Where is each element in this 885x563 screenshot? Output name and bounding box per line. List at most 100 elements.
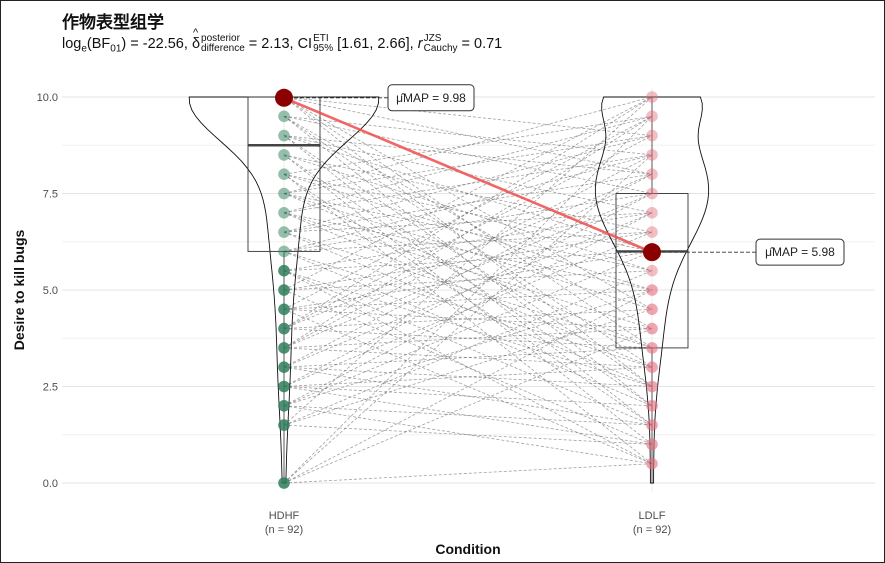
- data-point: [646, 361, 658, 374]
- y-tick-label: 2.5: [43, 382, 58, 394]
- data-point: [646, 438, 658, 451]
- paired-line: [283, 173, 653, 233]
- data-point: [646, 342, 658, 354]
- x-axis-title: Condition: [435, 541, 500, 557]
- y-tick-label: 7.5: [43, 189, 58, 201]
- paired-line: [283, 270, 653, 387]
- mean-point: [643, 243, 661, 262]
- paired-line: [283, 405, 653, 426]
- label-layer: μ̂MAP = 9.98 μ̂MAP = 5.98: [294, 84, 845, 266]
- ci-value: [1.61, 2.66],: [333, 35, 418, 52]
- paired-line: [283, 115, 653, 407]
- paired-line: [283, 154, 653, 233]
- x-tick-label: LDLF: [639, 510, 666, 522]
- delta-sub: difference: [201, 43, 245, 54]
- r-sub: Cauchy: [423, 43, 458, 54]
- data-point: [278, 419, 290, 431]
- data-point: [278, 477, 290, 489]
- data-point: [646, 168, 658, 180]
- data-point: [278, 342, 290, 354]
- paired-line: [283, 193, 653, 272]
- bf-sub-e: e: [81, 43, 87, 55]
- map-label-box: [387, 84, 475, 112]
- data-point: [646, 207, 658, 219]
- paired-line: [283, 115, 653, 194]
- data-point: [646, 110, 658, 123]
- data-point: [278, 245, 290, 258]
- paired-line: [283, 270, 653, 291]
- ci-sub: 95%: [313, 43, 334, 54]
- paired-line: [283, 173, 653, 329]
- paired-line: [283, 96, 653, 387]
- paired-line: [283, 270, 653, 426]
- paired-line: [283, 328, 653, 484]
- bf-prefix: log: [62, 35, 82, 52]
- delta-sup: posterior: [201, 33, 240, 44]
- delta-value: = 2.13, CI: [244, 35, 313, 52]
- data-point: [646, 187, 658, 200]
- x-tick-count-label: (n = 92): [633, 524, 671, 536]
- data-point: [278, 207, 290, 219]
- paired-line: [283, 231, 653, 252]
- data-point: [646, 322, 658, 335]
- paired-line: [283, 96, 653, 136]
- data-point: [278, 226, 290, 238]
- bf-value: ) = -22.56,: [121, 35, 192, 52]
- y-tick-label: 0.0: [43, 478, 58, 490]
- paired-line: [283, 308, 653, 465]
- paired-line: [283, 289, 653, 407]
- paired-line: [283, 115, 653, 175]
- x-tick-count-label: (n = 92): [265, 524, 303, 536]
- data-point: [278, 400, 290, 412]
- paired-line: [283, 289, 653, 310]
- paired-line: [283, 231, 653, 387]
- paired-line: [283, 116, 653, 484]
- data-point: [278, 264, 290, 277]
- paired-line: [283, 212, 653, 368]
- data-point: [646, 457, 658, 470]
- paired-line: [283, 212, 653, 291]
- ci-sup: ETI: [313, 33, 329, 44]
- paired-line: [283, 386, 653, 445]
- paired-line: [283, 463, 653, 484]
- data-point: [278, 129, 290, 142]
- data-point: [278, 361, 290, 374]
- data-point: [278, 110, 290, 123]
- paired-line: [283, 193, 653, 349]
- bf-name: (BF: [86, 35, 111, 52]
- paired-line: [283, 251, 653, 368]
- data-point: [278, 303, 290, 316]
- paired-line: [283, 173, 653, 291]
- paired-line: [283, 193, 653, 349]
- chart-subtitle: loge(BF01) = -22.56, ^ δ posterior differen…: [62, 26, 503, 55]
- paired-line: [283, 366, 653, 426]
- paired-line: [283, 328, 653, 349]
- mean-point: [275, 88, 293, 107]
- map-label-text: μ̂MAP = 5.98: [765, 245, 835, 259]
- data-point: [278, 149, 290, 161]
- paired-line: [283, 270, 653, 465]
- paired-line: [283, 154, 653, 214]
- paired-line: [283, 231, 653, 387]
- mean-connector-line: [283, 96, 653, 254]
- paired-line: [283, 193, 653, 310]
- data-point: [278, 380, 290, 393]
- paired-line: [283, 154, 653, 445]
- r-sup: JZS: [423, 33, 442, 44]
- paired-line: [283, 251, 653, 407]
- data-point: [278, 322, 290, 335]
- paired-line: [283, 135, 653, 214]
- data-point: [646, 226, 658, 238]
- violin-layer: [188, 96, 710, 484]
- data-point: [646, 129, 658, 142]
- paired-line: [283, 405, 653, 465]
- paired-line: [283, 251, 653, 407]
- paired-line: [283, 96, 653, 426]
- y-tick-label: 10.0: [37, 92, 58, 104]
- paired-line: [283, 154, 653, 272]
- paired-line: [283, 173, 653, 252]
- paired-line: [283, 251, 653, 272]
- axis-layer: 0.0 2.5 5.0 7.5 10.0 HDHF (n = 92) LDLF (n = 92): [37, 92, 672, 536]
- data-point: [646, 284, 658, 296]
